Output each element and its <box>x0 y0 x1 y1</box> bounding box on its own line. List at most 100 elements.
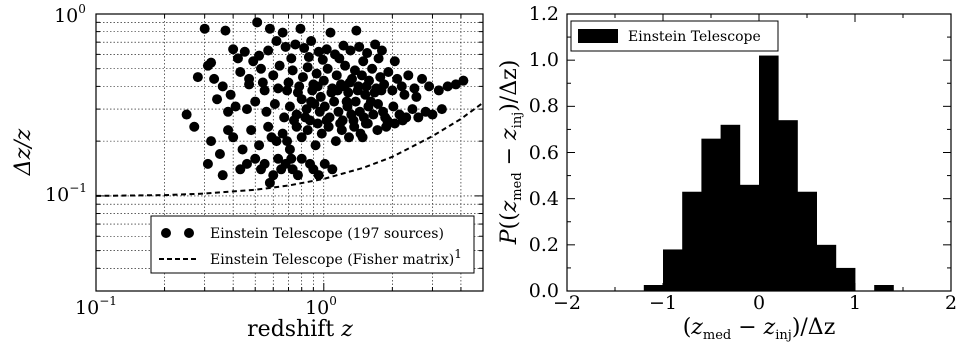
scatter-point <box>375 72 386 83</box>
scatter-point <box>237 144 248 155</box>
scatter-point <box>283 77 294 88</box>
histogram-bar <box>835 267 856 291</box>
scatter-point <box>313 170 324 181</box>
histogram-chart-panel: −2 −1 0 1 2 0.0 0.2 0.4 0.6 0.8 1.0 1.2 … <box>497 3 957 343</box>
scatter-point <box>223 125 234 136</box>
scatter-point <box>259 158 270 169</box>
scatter-point <box>268 170 279 181</box>
legend-bar-swatch-icon <box>578 29 618 43</box>
scatter-point <box>368 109 379 120</box>
scatter-point <box>360 89 371 100</box>
scatter-point <box>315 91 326 102</box>
histogram-bar <box>778 120 798 292</box>
histogram-bar <box>663 249 683 291</box>
scatter-point <box>300 112 311 123</box>
scatter-point <box>192 72 203 83</box>
scatter-point <box>354 41 365 52</box>
scatter-point <box>376 45 387 56</box>
scatter-point <box>246 125 257 136</box>
right-ytick-label-2: 0.4 <box>529 188 559 210</box>
scatter-point <box>214 148 225 159</box>
left-legend-label-0: Einstein Telescope (197 sources) <box>210 226 444 242</box>
scatter-point <box>206 57 217 68</box>
scatter-point <box>284 101 295 112</box>
scatter-point <box>345 45 356 56</box>
scatter-point <box>370 39 381 50</box>
scatter-points <box>181 17 469 188</box>
left-xtick-label-1: 100 <box>305 294 337 319</box>
right-xtick-label-1: −1 <box>649 292 677 314</box>
histogram-bar <box>643 285 664 291</box>
right-xtick-label-0: −2 <box>553 292 581 314</box>
scatter-point <box>271 36 282 47</box>
scatter-point <box>254 140 265 151</box>
scatter-point <box>264 23 275 34</box>
scatter-point <box>235 66 246 77</box>
scatter-point <box>325 27 336 38</box>
histogram-bar <box>720 124 741 291</box>
legend-dot-icon <box>161 228 171 238</box>
scatter-point <box>348 115 359 126</box>
scatter-point <box>413 112 424 123</box>
scatter-point <box>380 112 391 123</box>
scatter-point <box>189 121 200 132</box>
legend-dot-icon <box>184 228 194 238</box>
scatter-point <box>259 85 270 96</box>
scatter-point <box>383 66 394 77</box>
right-ytick-label-6: 1.2 <box>529 3 559 25</box>
left-xtick-label-0: 10−1 <box>75 294 117 319</box>
scatter-point <box>287 65 298 76</box>
fisher-matrix-curve <box>95 101 484 197</box>
scatter-point <box>257 77 268 88</box>
scatter-point <box>411 91 422 102</box>
scatter-point <box>241 158 252 169</box>
scatter-point <box>230 101 241 112</box>
scatter-point <box>284 144 295 155</box>
scatter-point <box>349 65 360 76</box>
scatter-point <box>225 89 236 100</box>
left-ytick-label-1: 100 <box>54 2 86 27</box>
scatter-point <box>217 81 228 92</box>
scatter-point <box>264 177 275 188</box>
scatter-point <box>436 104 447 115</box>
scatter-point <box>250 153 261 164</box>
scatter-point <box>388 101 399 112</box>
scatter-point <box>263 121 274 132</box>
right-xtick-label-3: 1 <box>849 292 861 314</box>
left-legend: Einstein Telescope (197 sources) Einstei… <box>150 215 475 274</box>
scatter-point <box>223 106 234 117</box>
right-xtick-label-2: 0 <box>753 292 765 314</box>
scatter-chart-panel: 10−1 100 10−1 100 redshift z Δz/z Einste… <box>11 2 484 342</box>
scatter-point <box>241 104 252 115</box>
scatter-point <box>373 53 384 64</box>
left-legend-box <box>150 215 475 274</box>
histogram-bar <box>797 191 817 291</box>
right-y-axis-label: P((zmed − zinj)/Δz) <box>497 60 525 246</box>
left-ytick-label-0: 10−1 <box>45 181 87 206</box>
fisher-curve-layer <box>95 101 484 197</box>
scatter-point <box>292 170 303 181</box>
scatter-point <box>276 164 287 175</box>
scatter-point <box>392 73 403 84</box>
right-legend: Einstein Telescope <box>570 20 779 52</box>
left-x-axis-label: redshift z <box>247 317 353 342</box>
scatter-point <box>350 96 361 107</box>
scatter-point <box>316 128 327 139</box>
histogram-bar <box>701 138 721 291</box>
scatter-point <box>268 70 279 81</box>
scatter-point <box>361 81 372 92</box>
scatter-point <box>220 25 231 36</box>
scatter-point <box>202 158 213 169</box>
scatter-point <box>239 46 250 57</box>
scatter-point <box>294 81 305 92</box>
scatter-point <box>303 52 314 63</box>
scatter-point <box>376 85 387 96</box>
scatter-point <box>344 77 355 88</box>
scatter-point <box>309 99 320 110</box>
scatter-point <box>310 140 321 151</box>
scatter-point <box>206 136 217 147</box>
scatter-point <box>362 48 373 59</box>
histogram-bar <box>874 285 894 291</box>
histogram-bar <box>759 55 779 291</box>
scatter-point <box>235 164 246 175</box>
